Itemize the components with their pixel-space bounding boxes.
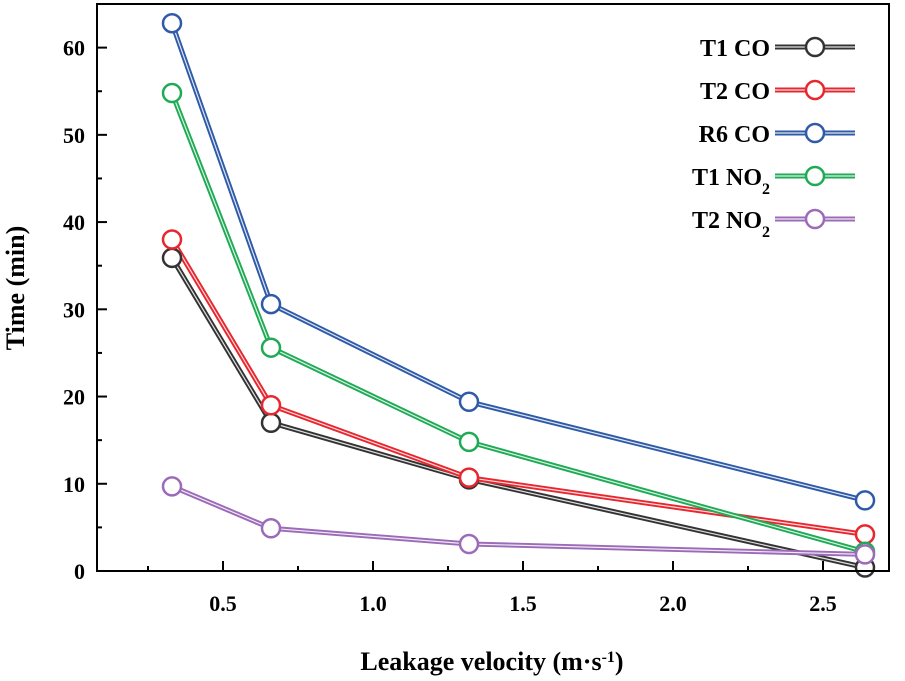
legend-marker-r6-co	[804, 122, 826, 144]
data-point-t2-no2	[260, 518, 282, 539]
data-point-t2-co	[458, 467, 480, 488]
data-point-t2-co	[854, 524, 876, 545]
legend-marker-t2-no2	[804, 208, 826, 230]
legend-marker-t1-no2	[804, 165, 826, 187]
y-tick-label: 30	[63, 297, 85, 322]
y-axis-title: Time (min)	[1, 226, 30, 350]
y-tick-label: 60	[63, 36, 85, 61]
data-point-t1-no2	[260, 337, 282, 358]
data-point-t2-no2	[458, 533, 480, 555]
y-tick-label: 50	[63, 123, 85, 148]
series-line-highlight-t2-no2	[171, 485, 866, 555]
series-lines	[169, 22, 866, 570]
x-axis-title: Leakage velocity (m·s-1)	[360, 647, 623, 676]
plot-frame	[96, 3, 890, 572]
series-line-highlight-r6-co	[171, 23, 866, 501]
legend: T1 CO T2 CO R6 CO T1 NO2 T2 NO2	[692, 36, 855, 241]
series-line-highlight-t1-co	[171, 257, 866, 569]
x-tick-label: 1.0	[359, 591, 387, 616]
data-point-t1-no2	[458, 431, 480, 453]
data-point-t1-co	[161, 247, 183, 269]
legend-label-t1-no2: T1 NO2	[692, 165, 770, 198]
y-tick-label: 20	[63, 385, 85, 410]
y-tick-labels: 0 10 20 30 40 50 60	[63, 36, 85, 584]
series-line-highlight-t2-co	[171, 239, 866, 535]
series-line-highlight-t1-no2	[171, 92, 866, 553]
data-point-t1-co	[260, 412, 282, 433]
legend-label-r6-co: R6 CO	[699, 122, 770, 148]
x-tick-label: 2.0	[659, 591, 687, 616]
data-point-r6-co	[161, 12, 183, 34]
data-point-r6-co	[854, 490, 876, 511]
series-points	[161, 12, 876, 578]
legend-label-t1-co: T1 CO	[700, 36, 770, 62]
x-tick-label: 2.5	[809, 591, 837, 616]
legend-marker-t1-co	[804, 36, 826, 58]
y-tick-label: 10	[63, 472, 85, 497]
x-tick-label: 1.5	[509, 591, 537, 616]
data-point-r6-co	[260, 293, 282, 315]
data-point-t2-co	[161, 229, 183, 250]
x-tick-label: 0.5	[209, 591, 237, 616]
data-point-t2-no2	[161, 476, 183, 497]
data-point-t2-no2	[854, 544, 876, 565]
data-point-r6-co	[458, 391, 480, 413]
data-point-t1-no2	[161, 82, 183, 104]
legend-label-t2-no2: T2 NO2	[692, 208, 770, 241]
legend-marker-t2-co	[804, 79, 826, 101]
legend-label-t2-co: T2 CO	[700, 79, 770, 105]
x-tick-labels: 0.5 1.0 1.5 2.0 2.5	[209, 591, 837, 616]
y-tick-label: 40	[63, 210, 85, 235]
data-point-t2-co	[260, 395, 282, 416]
y-tick-label: 0	[74, 559, 85, 584]
